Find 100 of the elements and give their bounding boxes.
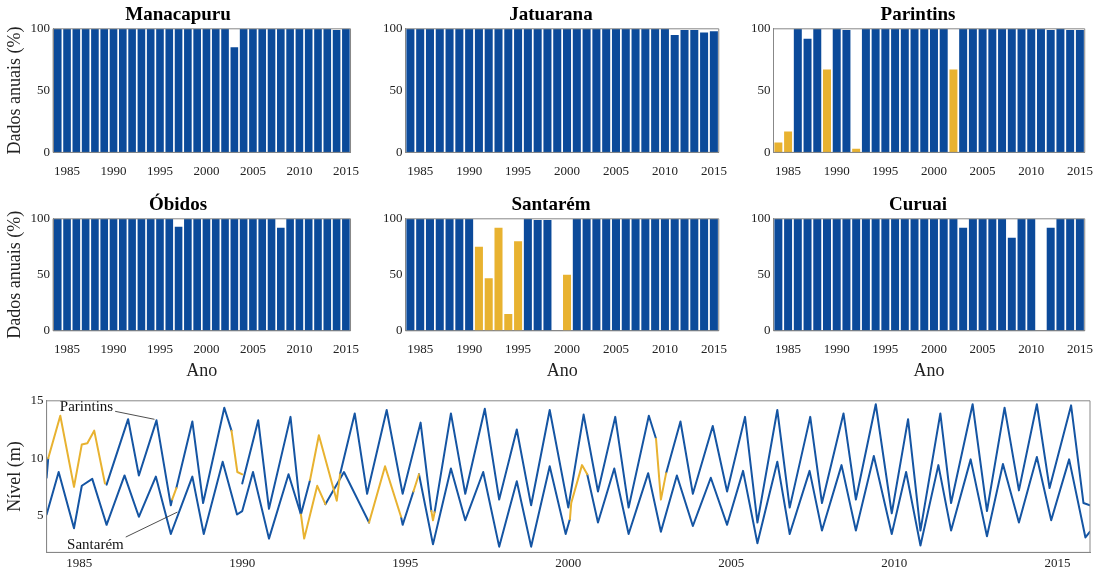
- y-tick-label: 5: [37, 507, 44, 523]
- y-tick-label: 10: [30, 449, 44, 465]
- x-tick-label: 2005: [602, 162, 629, 178]
- bar: [295, 218, 304, 331]
- x-tick-label: 1985: [407, 162, 434, 178]
- x-tick-label: 1995: [872, 162, 899, 178]
- y-tick-label: 0: [396, 143, 403, 159]
- x-tick-label: 1990: [823, 341, 850, 357]
- bar: [72, 28, 81, 153]
- x-tick-label: 2010: [1018, 341, 1045, 357]
- bar: [563, 274, 572, 331]
- x-tick-label: 2010: [286, 162, 313, 178]
- bar: [202, 218, 211, 331]
- bar: [602, 218, 611, 331]
- y-tick-label: 50: [37, 266, 51, 282]
- y-tick-label: 0: [43, 143, 51, 159]
- y-tick-label: 0: [43, 322, 51, 338]
- bar: [900, 28, 909, 153]
- bar: [523, 218, 532, 331]
- bar: [784, 218, 793, 331]
- bar: [406, 218, 415, 331]
- y-tick-label: 100: [383, 20, 403, 36]
- x-tick-label: 1985: [66, 554, 93, 570]
- bar: [1066, 30, 1075, 153]
- bar: [929, 218, 938, 331]
- bar: [611, 218, 620, 331]
- y-tick-label: 100: [751, 20, 771, 36]
- chart-title: Santarém: [511, 193, 591, 215]
- bar: [572, 218, 581, 331]
- x-tick-label: 1990: [100, 341, 127, 357]
- x-tick-label: 1990: [456, 162, 483, 178]
- bar: [267, 28, 276, 153]
- bar: [342, 28, 350, 153]
- bar: [891, 28, 900, 153]
- x-tick-label: 2015: [700, 341, 727, 357]
- bar: [793, 28, 802, 153]
- bar: [72, 218, 81, 331]
- bar: [949, 69, 958, 153]
- bar: [425, 218, 434, 331]
- y-tick-label: 0: [764, 143, 771, 159]
- x-tick-label: 2005: [239, 162, 266, 178]
- x-tick-label: 2015: [1066, 162, 1093, 178]
- y-tick-label: 0: [396, 322, 403, 338]
- y-axis-title: Dados anuais (%): [3, 210, 25, 339]
- x-tick-label: 2005: [239, 341, 266, 357]
- bar: [774, 142, 783, 153]
- bar: [861, 218, 870, 331]
- x-tick-label: 2000: [920, 162, 947, 178]
- chart-title: Manacapuru: [125, 3, 232, 25]
- bar: [202, 28, 211, 153]
- x-tick-label: 1995: [505, 162, 532, 178]
- bar: [968, 28, 977, 153]
- bar: [465, 218, 474, 331]
- y-tick-label: 50: [757, 266, 771, 282]
- bar: [295, 28, 304, 153]
- bar: [900, 218, 909, 331]
- y-tick-label: 100: [751, 210, 771, 226]
- x-tick-label: 1995: [505, 341, 532, 357]
- x-tick-label: 2005: [969, 341, 996, 357]
- bar: [823, 69, 831, 153]
- bar: [1066, 218, 1075, 331]
- bar: [332, 218, 341, 331]
- x-tick-label: 2000: [554, 162, 581, 178]
- bar: [968, 218, 977, 331]
- x-tick-label: 2010: [881, 554, 908, 570]
- bar: [239, 218, 248, 331]
- x-tick-label: 1990: [823, 162, 850, 178]
- y-axis-title: Dados anuais (%): [3, 26, 25, 155]
- y-axis-title: Nível (m): [3, 441, 25, 512]
- bar: [939, 28, 948, 153]
- x-tick-label: 2010: [1018, 162, 1045, 178]
- x-tick-label: 2000: [554, 341, 581, 357]
- y-tick-label: 50: [389, 266, 403, 282]
- bar: [514, 241, 523, 331]
- bar: [959, 28, 968, 153]
- bar: [174, 28, 183, 153]
- x-tick-label: 2005: [602, 341, 629, 357]
- x-tick-label: 2015: [1044, 554, 1071, 570]
- bar: [239, 28, 248, 153]
- x-tick-label: 2000: [193, 341, 220, 357]
- x-tick-label: 1995: [146, 162, 173, 178]
- x-tick-label: 1995: [872, 341, 899, 357]
- bar: [651, 218, 660, 331]
- bar: [416, 218, 425, 331]
- x-tick-label: 1990: [100, 162, 127, 178]
- x-axis-title: Ano: [913, 359, 945, 380]
- y-tick-label: 100: [30, 20, 51, 36]
- bar: [861, 28, 870, 153]
- chart-title: Óbidos: [148, 193, 208, 215]
- x-tick-label: 2015: [332, 341, 359, 357]
- bar: [823, 218, 831, 331]
- bar: [774, 218, 783, 331]
- bar: [1075, 30, 1084, 153]
- series-label: Parintins: [59, 398, 114, 415]
- x-tick-label: 1985: [407, 341, 434, 357]
- x-tick-label: 1995: [392, 554, 419, 570]
- bar: [332, 30, 341, 153]
- x-tick-label: 1985: [775, 162, 802, 178]
- chart-title: Parintins: [880, 3, 956, 25]
- bar: [660, 218, 669, 331]
